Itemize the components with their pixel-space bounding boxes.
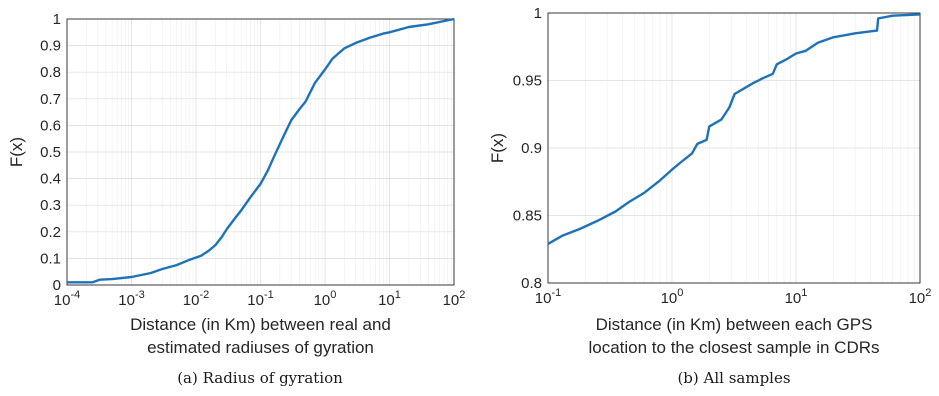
y-tick-label: 0.5 xyxy=(40,144,61,161)
x-tick-base: 10 xyxy=(909,290,926,307)
plot-frame xyxy=(547,12,921,284)
x-tick-exponent: -1 xyxy=(264,289,274,301)
x-tick-base: 10 xyxy=(183,292,200,309)
x-tick-exponent: -2 xyxy=(199,289,209,301)
y-tick-label: 0.4 xyxy=(40,171,61,188)
x-tick-label: 10-1 xyxy=(535,287,561,307)
x-axis-label-line: estimated radiuses of gyration xyxy=(147,338,374,357)
subfigure-caption: (b) All samples xyxy=(677,369,790,387)
x-tick-label: 100 xyxy=(661,287,684,307)
y-tick-label: 0.8 xyxy=(40,64,61,81)
cdf-line-series xyxy=(67,17,455,284)
x-tick-exponent: 2 xyxy=(459,289,465,301)
x-tick-base: 10 xyxy=(661,290,678,307)
y-tick-label: 0.6 xyxy=(40,117,61,134)
subfigure-caption: (a) Radius of gyration xyxy=(177,369,343,387)
x-tick-base: 10 xyxy=(443,292,460,309)
x-tick-exponent: 1 xyxy=(395,289,401,301)
x-tick-base: 10 xyxy=(378,292,395,309)
chart-b: 10-1 100 101 1020.80.850.90.951F(x)Distance… xyxy=(488,5,931,387)
x-tick-exponent: -4 xyxy=(70,289,80,301)
y-tick-label: 0.7 xyxy=(40,91,61,108)
x-tick-label: 10-3 xyxy=(118,289,144,309)
cdf-line-series xyxy=(547,13,921,245)
y-tick-label: 0.9 xyxy=(521,140,542,157)
chart-a: 10-4 10-3 10-2 10-1 100 101 10200.10.20.30.40.… xyxy=(7,11,465,387)
y-tick-label: 0.9 xyxy=(40,38,61,55)
x-tick-label: 10-4 xyxy=(54,289,80,309)
x-tick-label: 100 xyxy=(314,289,337,309)
y-tick-label: 0.85 xyxy=(513,208,542,225)
x-axis-label-line: Distance (in Km) between each GPS xyxy=(596,315,873,334)
x-tick-base: 10 xyxy=(118,292,135,309)
x-tick-label: 102 xyxy=(443,289,466,309)
x-tick-base: 10 xyxy=(247,292,264,309)
x-tick-label: 102 xyxy=(909,287,932,307)
y-tick-label: 0.2 xyxy=(40,224,61,241)
x-tick-exponent: 1 xyxy=(801,287,807,299)
x-axis-label-line: Distance (in Km) between real and xyxy=(130,315,391,334)
x-tick-label: 10-2 xyxy=(183,289,209,309)
y-axis-label: F(x) xyxy=(7,137,26,167)
y-axis-label: F(x) xyxy=(488,133,507,163)
x-tick-base: 10 xyxy=(785,290,802,307)
y-tick-label: 1 xyxy=(53,11,61,28)
y-tick-label: 0.8 xyxy=(521,275,542,292)
x-tick-exponent: 2 xyxy=(925,287,931,299)
x-tick-exponent: 0 xyxy=(677,287,683,299)
x-axis-label-line: location to the closest sample in CDRs xyxy=(588,338,879,357)
plot-frame xyxy=(66,18,455,286)
x-tick-exponent: -3 xyxy=(135,289,145,301)
x-tick-exponent: -1 xyxy=(551,287,561,299)
x-tick-label: 10-1 xyxy=(247,289,273,309)
x-tick-base: 10 xyxy=(535,290,552,307)
y-tick-label: 0.95 xyxy=(513,73,542,90)
y-tick-label: 1 xyxy=(534,5,542,22)
y-tick-label: 0.3 xyxy=(40,197,61,214)
x-tick-base: 10 xyxy=(54,292,71,309)
x-tick-exponent: 0 xyxy=(330,289,336,301)
y-tick-label: 0 xyxy=(53,277,61,294)
x-tick-base: 10 xyxy=(314,292,331,309)
y-tick-label: 0.1 xyxy=(40,250,61,267)
x-tick-label: 101 xyxy=(785,287,808,307)
x-tick-label: 101 xyxy=(378,289,401,309)
